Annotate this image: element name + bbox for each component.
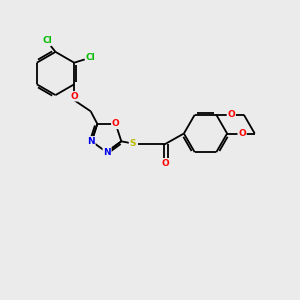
Text: O: O [227, 110, 235, 119]
Text: O: O [70, 92, 78, 101]
Text: O: O [112, 119, 119, 128]
Text: Cl: Cl [86, 53, 96, 62]
Text: Cl: Cl [42, 36, 52, 45]
Text: O: O [162, 159, 169, 168]
Text: S: S [130, 139, 136, 148]
Text: O: O [238, 129, 246, 138]
Text: N: N [87, 137, 95, 146]
Text: N: N [103, 148, 111, 157]
